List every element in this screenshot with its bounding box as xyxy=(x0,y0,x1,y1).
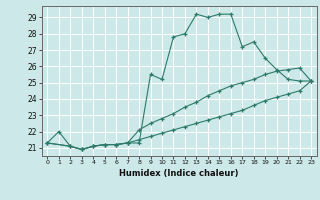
X-axis label: Humidex (Indice chaleur): Humidex (Indice chaleur) xyxy=(119,169,239,178)
